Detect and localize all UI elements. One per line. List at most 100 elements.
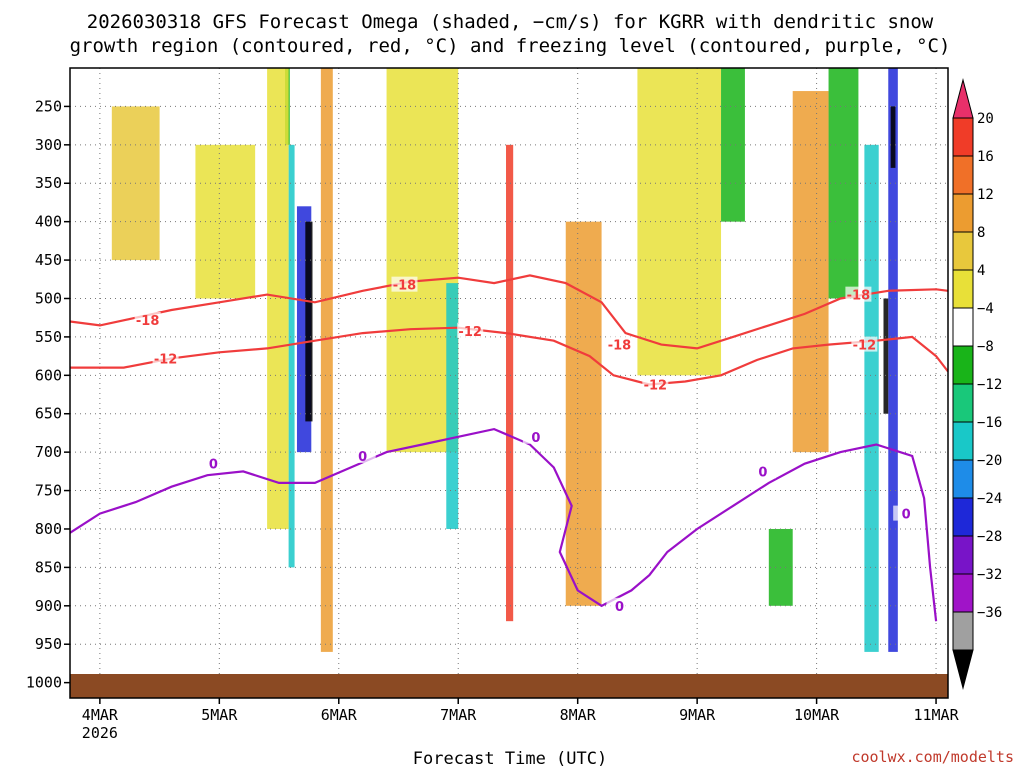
y-tick-label-850: 850 [35,558,62,576]
omega-shade-16 [446,283,459,529]
contour-label-bg-1-2 [642,376,669,392]
contour-label-bg-0-1 [391,276,418,292]
contour-label-bg-2-5 [893,505,920,521]
contour-label-bg-2-0 [200,455,227,471]
colorbar-label-12: −32 [977,567,1002,583]
colorbar-label-8: −16 [977,415,1002,431]
omega-shade-2 [288,144,295,568]
omega-shade-18 [721,68,745,222]
colorbar-label-9: −20 [977,453,1002,469]
y-tick-label-350: 350 [35,174,62,192]
y-tick-label-800: 800 [35,520,62,538]
x-tick-label-4MAR: 4MAR [82,706,119,724]
omega-shade-8 [883,298,889,414]
y-tick-label-400: 400 [35,213,62,231]
omega-shade-10 [828,68,859,299]
omega-shade-13 [565,221,602,606]
x-tick-label-5MAR: 5MAR [201,706,238,724]
colorbar-label-10: −24 [977,491,1002,507]
contour-label-bg-2-2 [522,428,549,444]
contour-label-bg-2-1 [349,447,376,463]
contour-label-1-2: -12 [644,379,668,394]
x-axis-label: Forecast Time (UTC) [413,749,607,768]
x-tick-sublabel: 2026 [82,724,118,742]
omega-shade-12 [506,144,514,622]
colorbar-swatch-11 [952,497,974,537]
contour-label-1-3: -12 [853,339,877,354]
x-tick-label-8MAR: 8MAR [560,706,597,724]
y-tick-label-450: 450 [35,251,62,269]
contours: -18 -18 -18 -18 -12 -12 -12 -12 0 0 0 0 0 0 [70,274,948,622]
colorbar-bottom-arrow [952,649,974,690]
contour-label-2-5: 0 [902,508,911,523]
grid [70,68,948,698]
contour-label-2-0: 0 [209,458,218,473]
ground-terrain [70,674,948,698]
contour-label-bg-2-4 [749,463,776,479]
contour-label-0-1: -18 [393,279,417,294]
colorbar-label-7: −12 [977,377,1002,393]
omega-shade-4 [320,68,333,652]
chart-title-line2: growth region (contoured, red, °C) and f… [70,35,951,57]
colorbar-swatch-13 [952,573,974,613]
contour-label-1-0: -12 [154,352,178,367]
y-tick-label-650: 650 [35,405,62,423]
x-tick-label-11MAR: 11MAR [913,706,959,724]
colorbar-swatch-3 [952,193,974,233]
colorbar-swatch-14 [952,611,974,651]
y-tick-label-550: 550 [35,328,62,346]
y-tick-label-600: 600 [35,366,62,384]
x-tick-label-10MAR: 10MAR [794,706,840,724]
omega-shade-17 [637,68,722,376]
contour-label-2-4: 0 [758,465,767,480]
colorbar: 20 16 12 8 4 −4 −8 −12 −16 −20 −24 −28 −32 −36 [952,78,1002,690]
colorbar-top-arrow [952,78,974,119]
colorbar-swatch-1 [952,117,974,157]
colorbar-swatch-5 [952,269,974,309]
omega-shade-11 [792,91,829,453]
contour-label-bg-0-3 [845,286,872,302]
x-tick-label-6MAR: 6MAR [321,706,358,724]
plot-area: -18 -18 -18 -18 -12 -12 -12 -12 0 0 0 0 0 0 [69,67,949,699]
x-tick-label-9MAR: 9MAR [679,706,716,724]
y-tick-label-700: 700 [35,443,62,461]
contour-0 [70,274,948,350]
contour-2 [70,427,938,622]
credit-text: coolwx.com/modelts [851,748,1014,766]
colorbar-label-5: −4 [977,301,994,317]
y-tick-label-300: 300 [35,136,62,154]
contour-label-bg-0-2 [606,336,633,352]
contour-label-2-1: 0 [358,450,367,465]
colorbar-label-3: 8 [977,225,985,241]
colorbar-swatch-9 [952,421,974,461]
omega-shading [111,68,898,652]
contour-label-0-3: -18 [847,289,871,304]
colorbar-swatch-6 [952,307,974,347]
colorbar-label-6: −8 [977,339,994,355]
contour-label-0-2: -18 [608,339,632,354]
y-tick-label-950: 950 [35,635,62,653]
y-axis: 250 300 350 400 450 500 550 600 650 700 750 800 850 9… [26,97,70,692]
colorbar-label-13: −36 [977,605,1002,621]
y-tick-label-250: 250 [35,97,62,115]
contour-label-2-2: 0 [531,431,540,446]
omega-shade-5 [267,68,289,529]
colorbar-swatch-12 [952,535,974,575]
contour-label-0-0: -18 [136,314,160,329]
omega-shade-6 [888,68,898,652]
x-tick-label-7MAR: 7MAR [440,706,477,724]
colorbar-label-1: 16 [977,149,994,165]
y-tick-label-500: 500 [35,289,62,307]
y-tick-label-900: 900 [35,597,62,615]
colorbar-label-4: 4 [977,263,985,279]
contour-label-bg-1-1 [457,322,484,338]
colorbar-label-11: −28 [977,529,1002,545]
omega-shade-7 [890,106,896,168]
colorbar-swatch-10 [952,459,974,499]
plot-frame [69,67,949,699]
contour-1 [70,326,948,386]
contour-label-1-1: -12 [458,325,482,340]
colorbar-swatch-7 [952,345,974,385]
contour-label-2-3: 0 [615,600,624,615]
